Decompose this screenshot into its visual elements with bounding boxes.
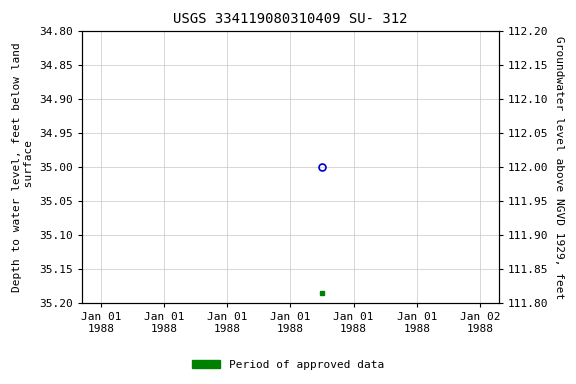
Y-axis label: Depth to water level, feet below land
 surface: Depth to water level, feet below land su… bbox=[12, 42, 33, 292]
Title: USGS 334119080310409 SU- 312: USGS 334119080310409 SU- 312 bbox=[173, 12, 408, 26]
Legend: Period of approved data: Period of approved data bbox=[188, 356, 388, 375]
Y-axis label: Groundwater level above NGVD 1929, feet: Groundwater level above NGVD 1929, feet bbox=[554, 36, 564, 299]
